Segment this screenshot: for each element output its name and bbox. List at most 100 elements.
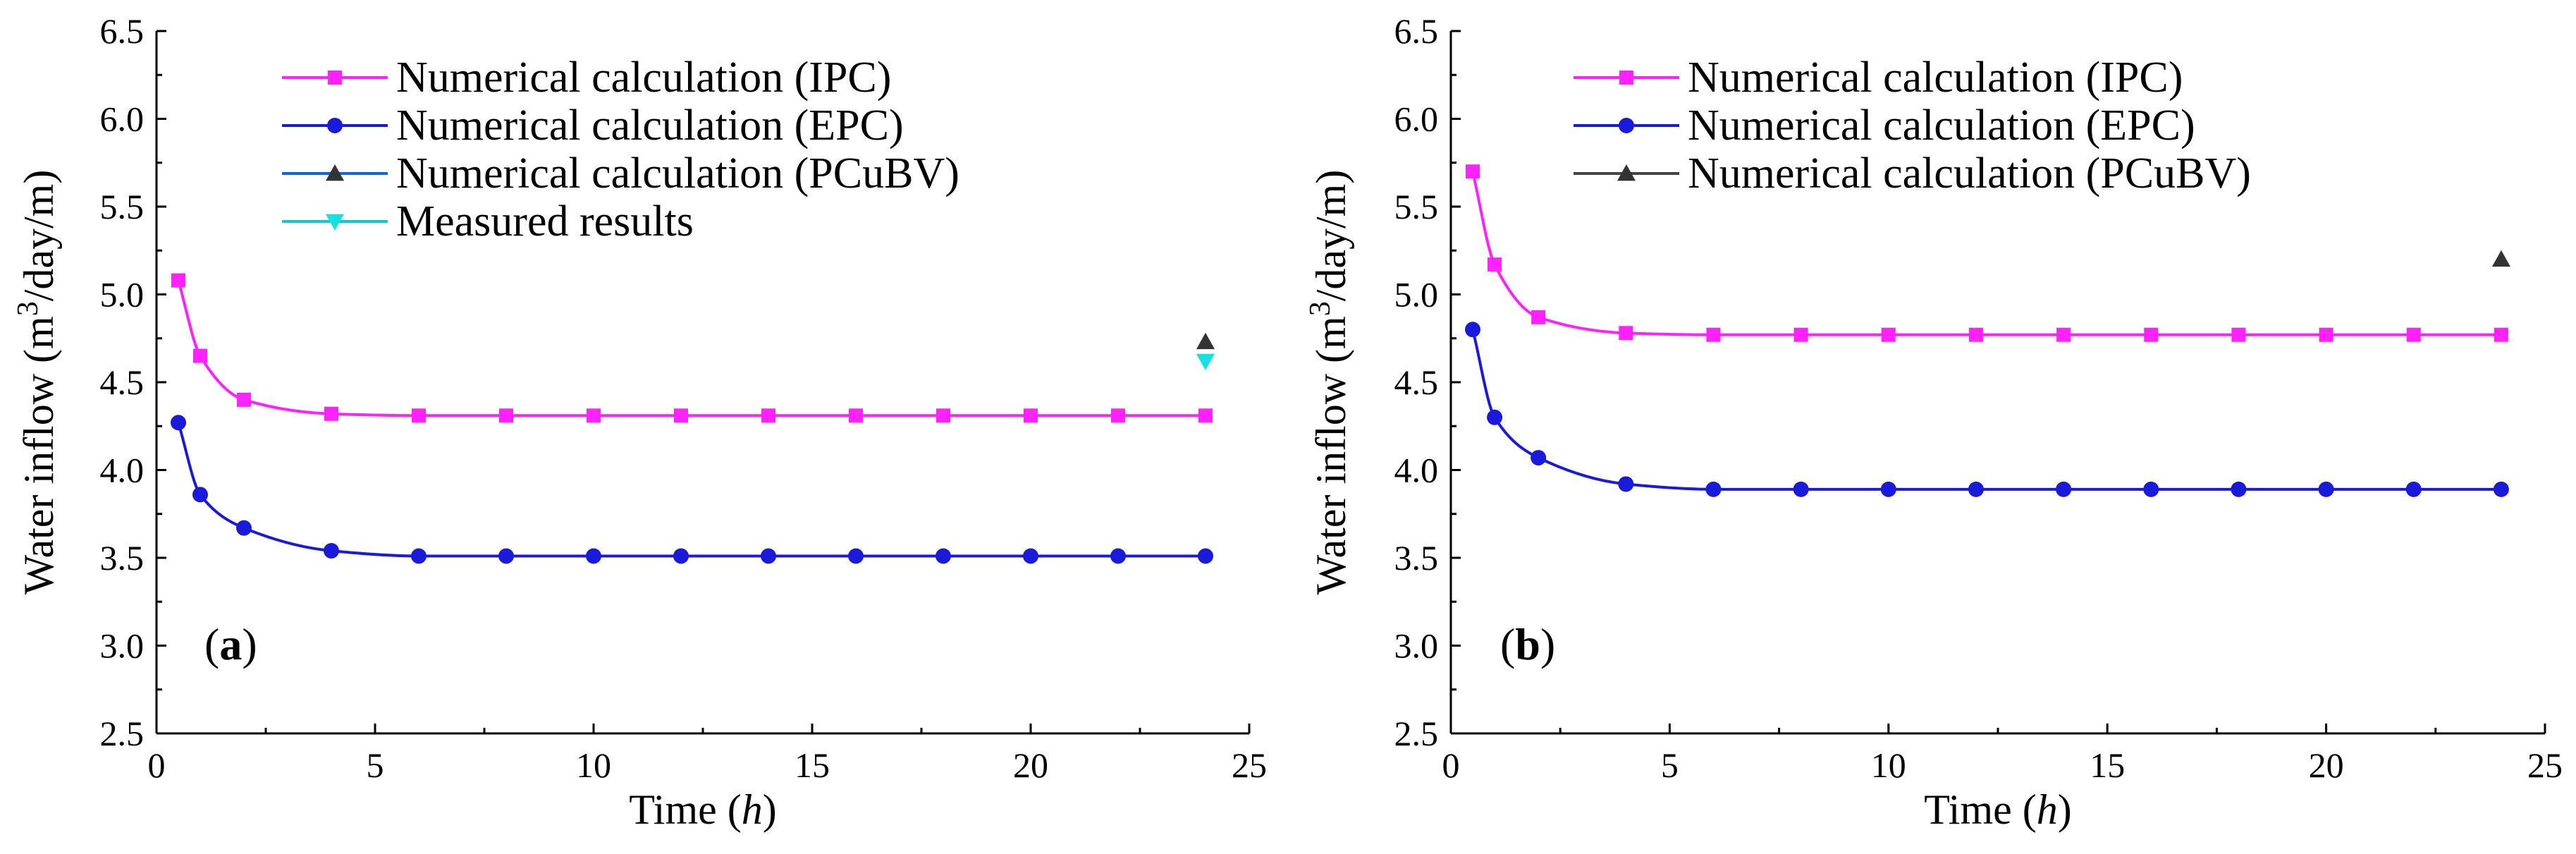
data-point [498,548,514,564]
data-point [587,408,601,423]
data-point [411,548,427,564]
data-point [761,408,775,423]
legend-marker [1619,118,1634,133]
data-point [2491,250,2510,267]
data-point [1881,327,1896,342]
data-point [849,408,863,423]
data-point [324,406,338,421]
data-point [236,520,252,536]
data-point [2405,481,2422,497]
data-point [1487,409,1503,425]
legend-label: Measured results [396,197,694,245]
y-axis-title: Water inflow (m3/day/m) [12,170,62,595]
x-tick-label: 25 [1232,745,1267,785]
data-point [1706,327,1721,342]
data-point [2406,327,2421,342]
panel-label: (b) [1500,619,1555,669]
x-tick-label: 20 [1013,745,1048,785]
data-point [1793,327,1808,342]
data-point [2318,481,2334,497]
x-tick-label: 5 [1661,745,1679,785]
data-point [1111,408,1125,423]
data-point [192,487,208,503]
data-point [1880,481,1896,497]
data-point [1793,481,1809,497]
x-tick-label: 5 [367,745,384,785]
data-point [1196,353,1215,371]
y-tick-label: 5.5 [100,187,145,226]
y-tick-label: 3.0 [1394,626,1439,666]
x-axis-title: Time (h) [629,786,776,833]
x-axis-title: Time (h) [1924,786,2071,833]
y-tick-label: 6.0 [100,99,145,139]
panel-a-chart: 0 5 10 15 20 25 2.5 3.0 3.5 4.0 4.5 5.0 5.5 6.0 6.5 Tim… [12,11,1267,833]
x-tick-label: 20 [2309,745,2344,785]
y-tick-label: 3.5 [1394,538,1439,578]
legend-marker [1619,71,1633,85]
legend-marker [328,71,342,85]
series-line [1471,329,2501,491]
y-axis-title: Water inflow (m3/day/m) [1304,170,1354,595]
y-tick-label: 3.5 [100,538,145,578]
y-tick-label: 5.0 [1394,275,1439,315]
data-point [412,408,426,423]
data-point [324,543,339,559]
data-point [2494,327,2508,342]
x-tick-label: 0 [1442,745,1460,785]
y-tick-label: 6.5 [100,11,145,51]
data-point [2143,481,2159,497]
data-point [2231,327,2246,342]
data-point [1196,332,1215,350]
legend-marker [326,164,344,181]
x-tick-label: 15 [2090,745,2125,785]
legend-marker [327,118,343,133]
data-point [1531,310,1546,324]
data-point [586,548,601,564]
y-tick-label: 2.5 [100,714,145,753]
y-tick-label: 4.0 [100,451,145,490]
y-tick-label: 4.5 [1394,362,1439,402]
y-tick-label: 3.0 [100,626,145,666]
data-point [171,415,186,431]
data-point [1023,548,1038,564]
data-point [2056,327,2071,342]
y-tick-label: 6.0 [1394,99,1439,139]
series-line [177,422,1206,558]
panel-b-chart: 0 5 10 15 20 25 2.5 3.0 3.5 4.0 4.5 5.0 5.5 6.0 6.5 Tim… [1304,11,2563,833]
data-point [1465,322,1481,338]
data-point [1198,408,1213,423]
y-tick-label: 4.0 [1394,451,1439,490]
legend-label: Numerical calculation (PCuBV) [1688,150,2251,197]
series-line [177,280,1206,417]
legend-label: Numerical calculation (EPC) [1688,102,2195,150]
x-tick-label: 15 [795,745,830,785]
data-point [674,408,688,423]
data-point [1466,164,1480,179]
data-point [2493,481,2509,497]
data-point [193,348,207,363]
data-point [673,548,689,564]
x-tick-label: 10 [1871,745,1906,785]
data-point [1488,257,1502,272]
data-point [171,273,185,288]
x-tick-label: 0 [148,745,166,785]
data-point [1618,476,1634,492]
data-point [2231,481,2247,497]
data-point [1531,450,1547,466]
x-tick-label: 25 [2527,745,2563,785]
data-point [2144,327,2159,342]
y-tick-label: 6.5 [1394,11,1439,51]
y-tick-label: 2.5 [1394,714,1439,753]
legend-label: Numerical calculation (EPC) [396,102,904,150]
data-point [1705,481,1722,497]
y-tick-label: 4.5 [100,362,145,402]
data-point [936,548,951,564]
legend-label: Numerical calculation (IPC) [396,54,891,102]
data-point [761,548,776,564]
data-point [237,392,251,407]
data-point [2056,481,2072,497]
panel-label: (a) [204,619,257,669]
data-point [848,548,864,564]
data-point [1198,548,1213,564]
